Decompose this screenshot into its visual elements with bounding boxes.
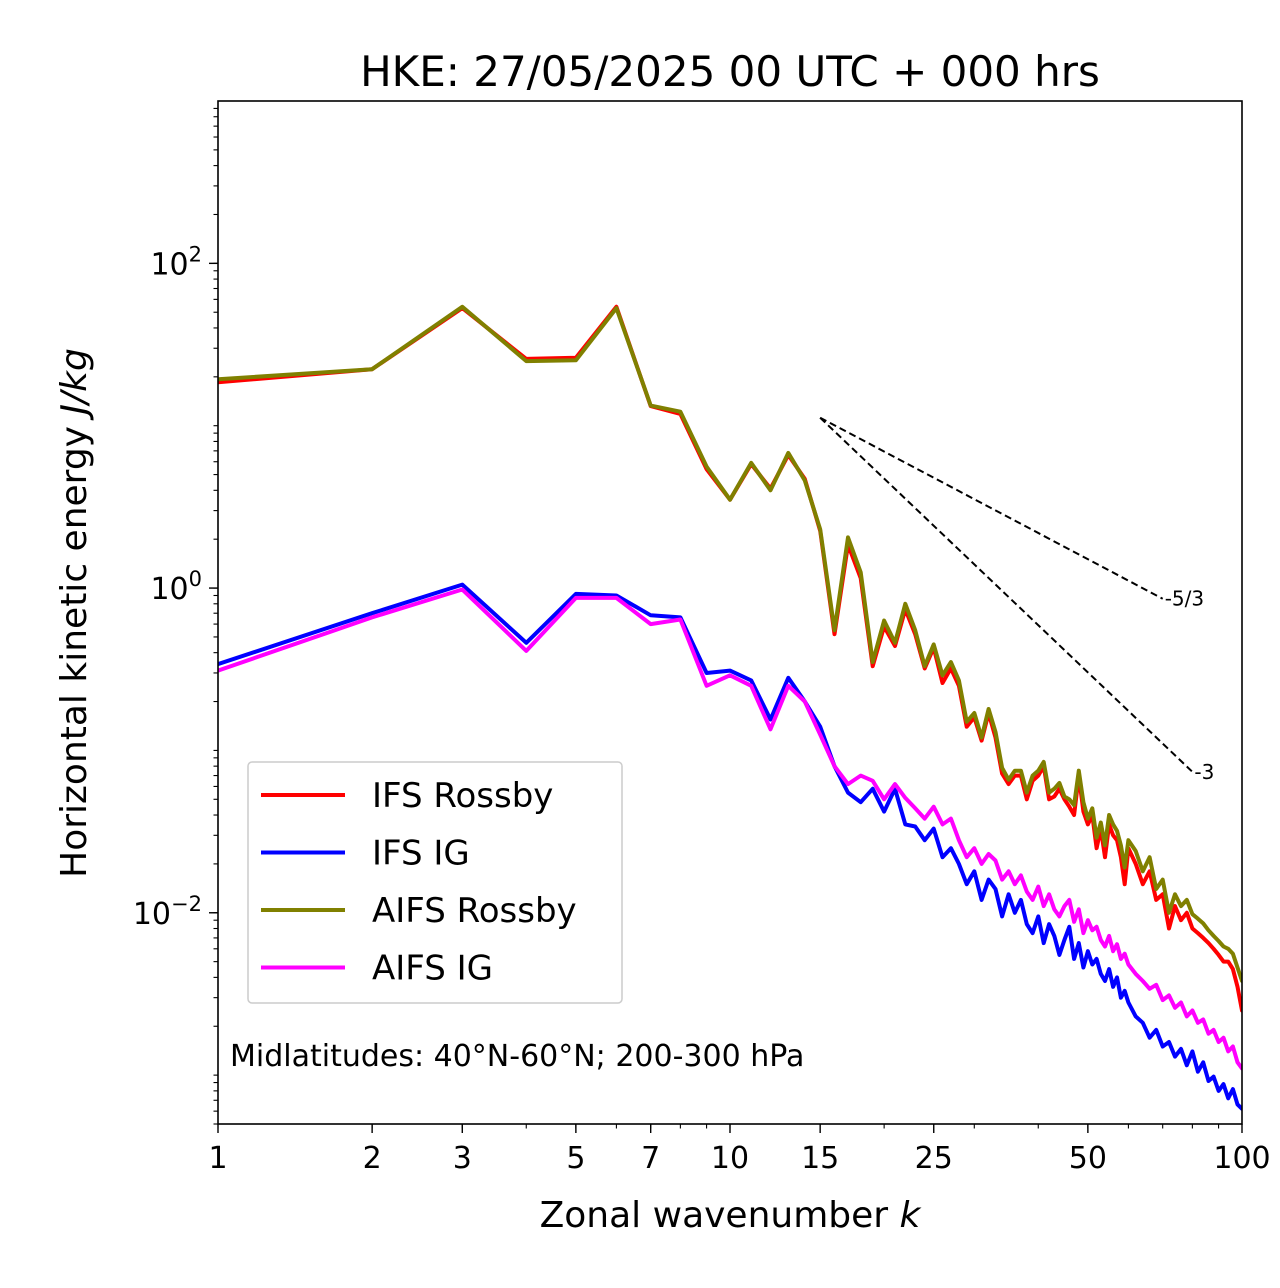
x-tick-label: 2 — [363, 1141, 382, 1176]
legend: IFS Rossby IFS IG AIFS Rossby AIFS IG — [247, 761, 623, 1004]
x-tick-label: 50 — [1069, 1141, 1107, 1176]
x-axis-label: Zonal wavenumber k — [540, 1195, 923, 1236]
x-tick-label: 7 — [641, 1141, 660, 1176]
region-annotation: Midlatitudes: 40°N-60°N; 200-300 hPa — [230, 1039, 804, 1074]
legend-label: AIFS Rossby — [372, 891, 577, 931]
x-tick-label: 10 — [711, 1141, 749, 1176]
x-tick-label: 100 — [1213, 1141, 1270, 1176]
x-tick-label: 25 — [915, 1141, 953, 1176]
plot-area — [218, 304, 1242, 1111]
y-tick-label: 100 — [150, 567, 202, 607]
y-axis-label: Horizontal kinetic energy J/kg — [54, 348, 95, 878]
x-tick-label: 1 — [208, 1141, 227, 1176]
reference-slope-line — [819, 416, 1164, 600]
legend-label: IFS IG — [372, 834, 470, 874]
y-tick-label: 102 — [150, 242, 202, 282]
x-tick-label: 3 — [453, 1141, 472, 1176]
x-tick-label: 15 — [801, 1141, 839, 1176]
series-line-aifs-rossby — [218, 304, 1242, 983]
x-tick-label: 5 — [566, 1141, 585, 1176]
reference-slope-label: -5/3 — [1165, 587, 1204, 611]
reference-slope-line — [819, 416, 1194, 773]
x-axis: 1 2 3 5 7 10 15 25 50 100 — [208, 1124, 1271, 1176]
y-tick-label: 10−2 — [133, 892, 202, 932]
chart-title: HKE: 27/05/2025 00 UTC + 000 hrs — [360, 47, 1100, 96]
reference-slope-label: -3 — [1194, 760, 1214, 784]
legend-box — [247, 761, 623, 1004]
legend-label: AIFS IG — [372, 949, 493, 989]
legend-label: IFS Rossby — [372, 776, 553, 816]
series-line-aifs-ig — [218, 587, 1242, 1071]
plot-frame — [217, 100, 1243, 1125]
y-axis: 10−2 100 102 — [133, 107, 218, 1125]
